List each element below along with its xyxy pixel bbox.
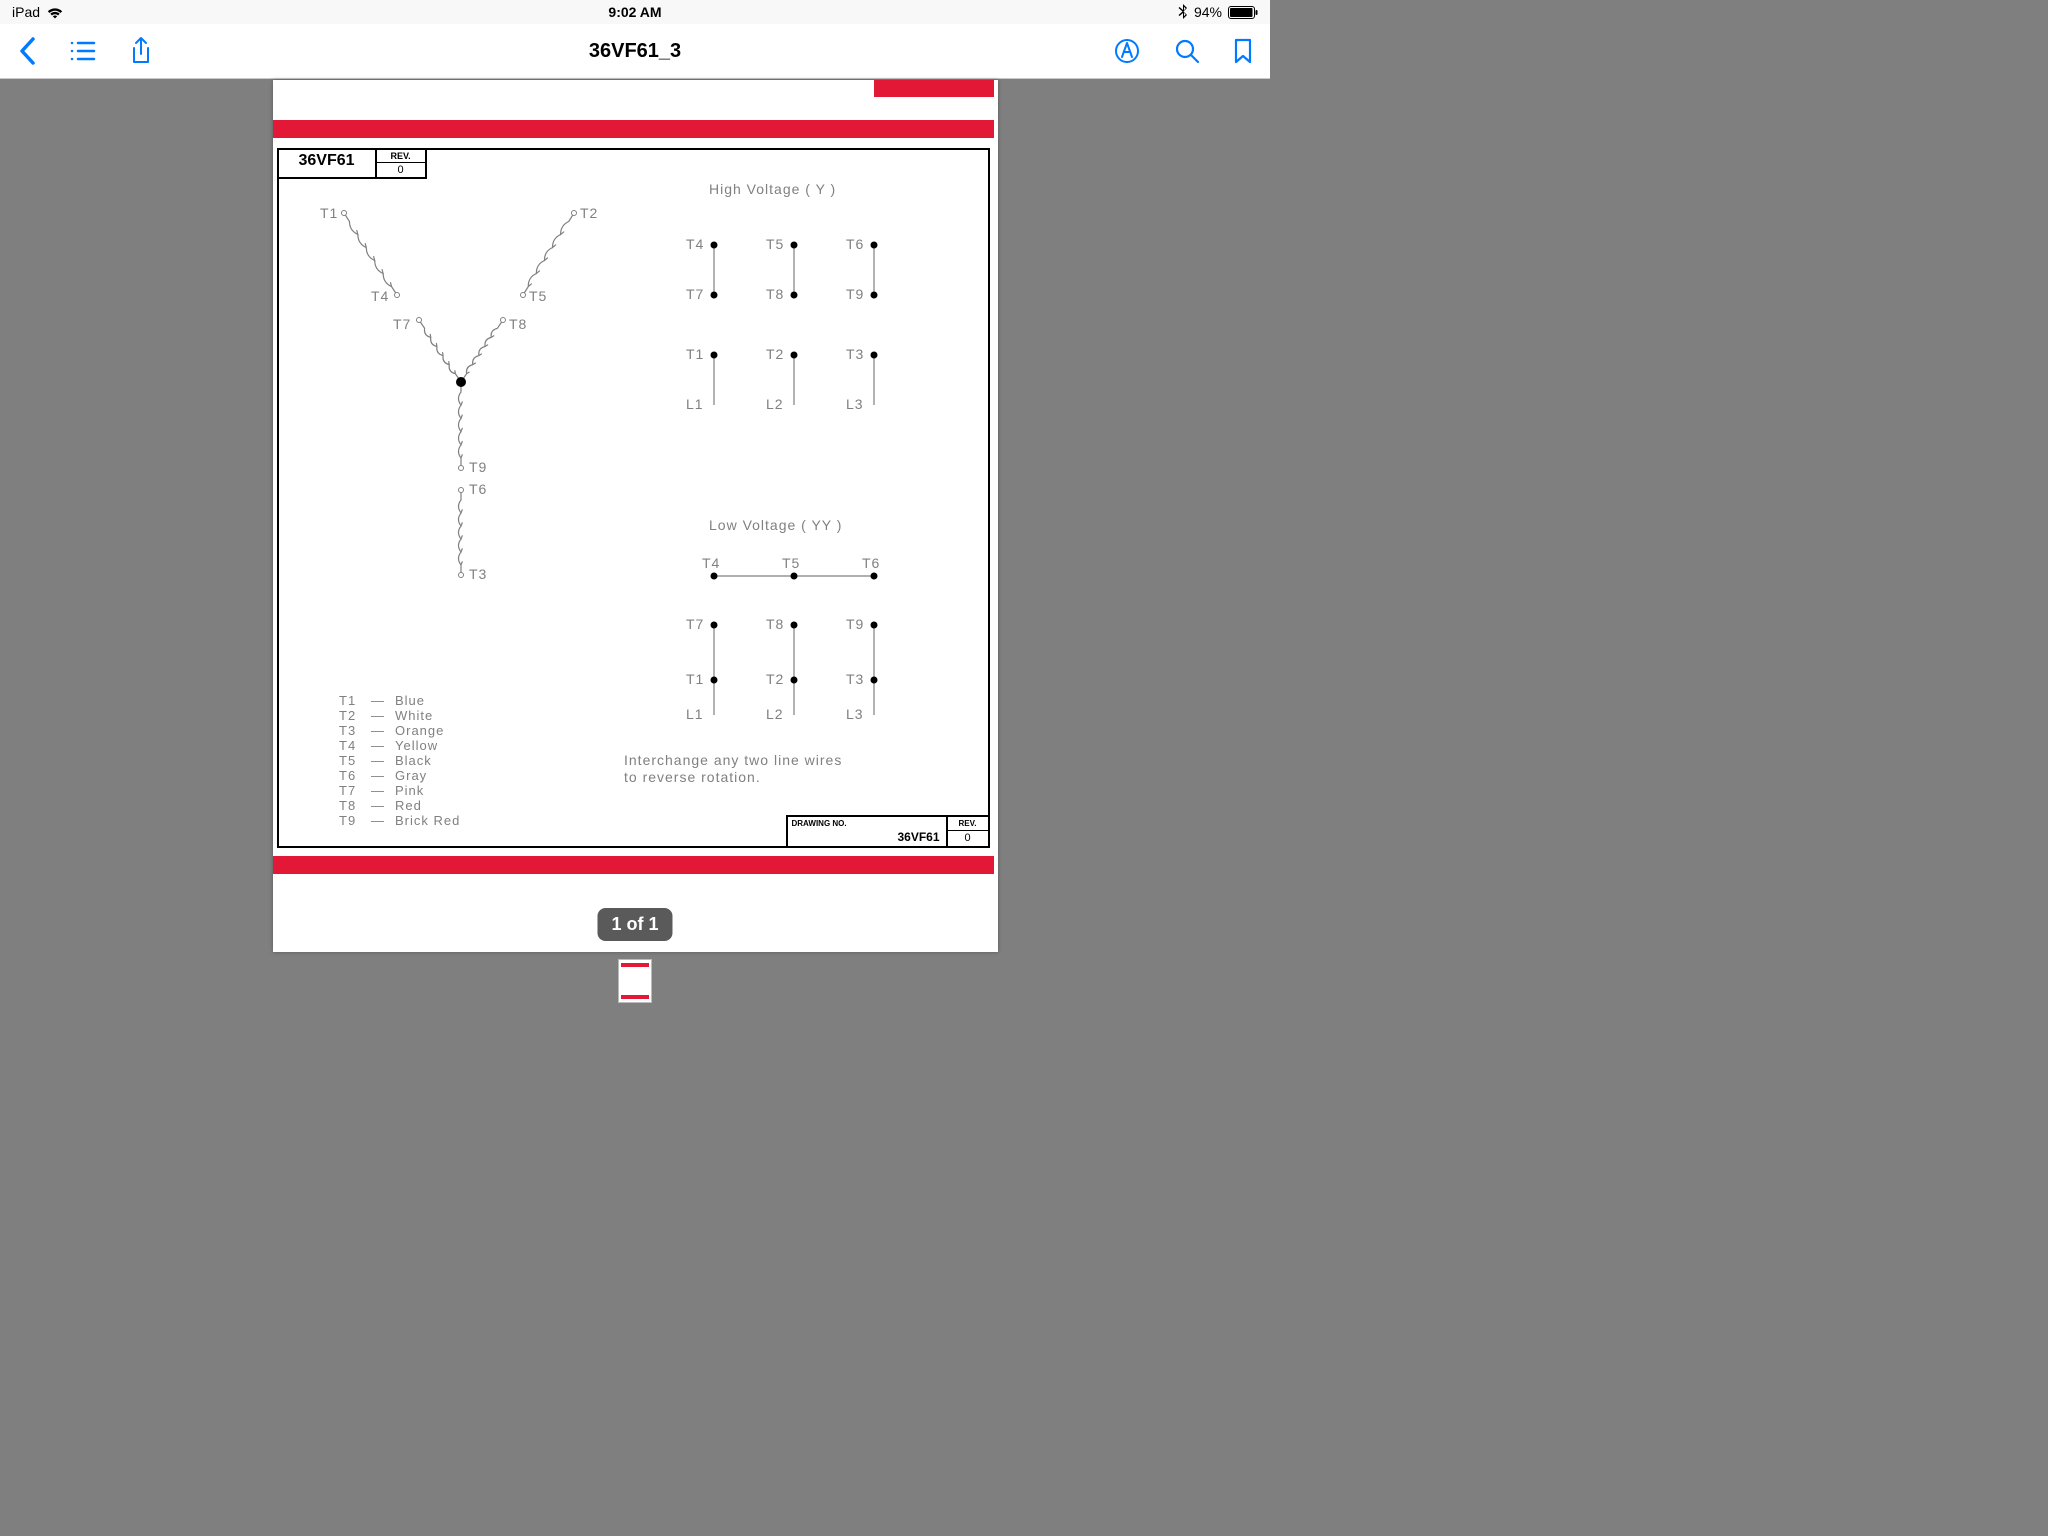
- markup-icon[interactable]: [1114, 38, 1140, 64]
- svg-text:T2: T2: [766, 346, 784, 362]
- red-accent-bar: [273, 120, 994, 138]
- svg-text:T5: T5: [782, 555, 800, 571]
- svg-text:Yellow: Yellow: [395, 738, 438, 753]
- svg-text:L2: L2: [766, 706, 784, 722]
- svg-text:T6: T6: [339, 768, 356, 783]
- svg-text:T4: T4: [686, 236, 704, 252]
- svg-text:T3: T3: [846, 346, 864, 362]
- document-viewport[interactable]: 36VF61 REV. 0 DRAWING NO. 36VF61 REV. 0 …: [0, 80, 1270, 952]
- svg-text:to reverse rotation.: to reverse rotation.: [624, 769, 761, 785]
- svg-text:T1: T1: [686, 346, 704, 362]
- svg-text:Black: Black: [395, 753, 432, 768]
- wifi-icon: [46, 6, 64, 19]
- svg-text:T6: T6: [469, 481, 487, 497]
- svg-text:T1: T1: [320, 205, 338, 221]
- svg-text:T3: T3: [469, 566, 487, 582]
- svg-text:Low Voltage ( YY ): Low Voltage ( YY ): [709, 517, 842, 533]
- wiring-diagram: T1T2T4T5T7T8T9T6T3High Voltage ( Y )T4T7…: [279, 150, 988, 846]
- svg-text:L3: L3: [846, 706, 864, 722]
- status-bar: iPad 9:02 AM 94%: [0, 0, 1270, 24]
- svg-text:T3: T3: [846, 671, 864, 687]
- svg-text:T8: T8: [339, 798, 356, 813]
- svg-text:L3: L3: [846, 396, 864, 412]
- svg-text:—: —: [371, 813, 385, 828]
- svg-text:—: —: [371, 708, 385, 723]
- svg-text:White: White: [395, 708, 433, 723]
- svg-text:T8: T8: [509, 316, 527, 332]
- svg-text:Blue: Blue: [395, 693, 425, 708]
- svg-text:T9: T9: [339, 813, 356, 828]
- svg-text:L1: L1: [686, 396, 704, 412]
- battery-icon: [1228, 6, 1258, 19]
- svg-text:Interchange any two line wires: Interchange any two line wires: [624, 752, 842, 768]
- page-thumbnail[interactable]: [618, 959, 652, 1003]
- pdf-page: 36VF61 REV. 0 DRAWING NO. 36VF61 REV. 0 …: [273, 80, 998, 952]
- nav-toolbar: 36VF61_3: [0, 24, 1270, 79]
- device-label: iPad: [12, 4, 40, 20]
- search-icon[interactable]: [1174, 38, 1200, 64]
- svg-text:—: —: [371, 693, 385, 708]
- svg-text:T7: T7: [686, 286, 704, 302]
- list-icon[interactable]: [70, 40, 96, 62]
- red-accent-bar: [874, 80, 994, 97]
- svg-text:T2: T2: [339, 708, 356, 723]
- svg-text:—: —: [371, 783, 385, 798]
- drawing-frame: 36VF61 REV. 0 DRAWING NO. 36VF61 REV. 0 …: [277, 148, 990, 848]
- share-icon[interactable]: [130, 36, 152, 66]
- svg-text:T8: T8: [766, 286, 784, 302]
- red-accent-bar: [273, 856, 994, 874]
- svg-text:T4: T4: [702, 555, 720, 571]
- svg-text:Gray: Gray: [395, 768, 427, 783]
- svg-text:T1: T1: [686, 671, 704, 687]
- svg-text:T4: T4: [371, 288, 389, 304]
- svg-text:T7: T7: [686, 616, 704, 632]
- svg-text:—: —: [371, 768, 385, 783]
- clock: 9:02 AM: [608, 4, 661, 20]
- svg-text:T9: T9: [846, 616, 864, 632]
- svg-text:T3: T3: [339, 723, 356, 738]
- svg-text:L2: L2: [766, 396, 784, 412]
- bluetooth-icon: [1178, 4, 1188, 20]
- svg-text:T9: T9: [846, 286, 864, 302]
- svg-text:—: —: [371, 738, 385, 753]
- svg-text:T5: T5: [339, 753, 356, 768]
- svg-text:T7: T7: [339, 783, 356, 798]
- svg-text:T5: T5: [529, 288, 547, 304]
- svg-text:T1: T1: [339, 693, 356, 708]
- back-icon[interactable]: [18, 36, 36, 66]
- svg-text:Pink: Pink: [395, 783, 424, 798]
- page-indicator: 1 of 1: [597, 908, 672, 941]
- svg-text:T8: T8: [766, 616, 784, 632]
- svg-text:Red: Red: [395, 798, 422, 813]
- svg-text:T6: T6: [846, 236, 864, 252]
- svg-text:Orange: Orange: [395, 723, 444, 738]
- svg-text:L1: L1: [686, 706, 704, 722]
- svg-text:T7: T7: [393, 316, 411, 332]
- svg-text:T5: T5: [766, 236, 784, 252]
- svg-text:—: —: [371, 753, 385, 768]
- svg-text:T4: T4: [339, 738, 356, 753]
- svg-text:T9: T9: [469, 459, 487, 475]
- bookmark-icon[interactable]: [1234, 38, 1252, 64]
- svg-text:Brick Red: Brick Red: [395, 813, 460, 828]
- battery-pct: 94%: [1194, 4, 1222, 20]
- svg-text:—: —: [371, 723, 385, 738]
- svg-text:High Voltage ( Y ): High Voltage ( Y ): [709, 181, 836, 197]
- svg-text:T2: T2: [766, 671, 784, 687]
- svg-text:T6: T6: [862, 555, 880, 571]
- svg-text:T2: T2: [580, 205, 598, 221]
- page-title: 36VF61_3: [589, 40, 681, 63]
- svg-text:—: —: [371, 798, 385, 813]
